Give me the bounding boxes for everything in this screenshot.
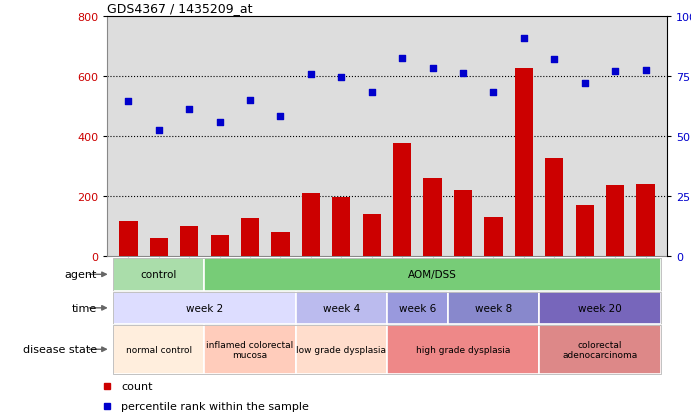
Bar	[484, 217, 502, 256]
Point	[184, 106, 195, 113]
Bar	[120, 222, 138, 256]
Bar	[296, 292, 387, 324]
Point	[488, 90, 499, 96]
Bar	[539, 292, 661, 324]
Bar	[387, 325, 539, 374]
Bar	[113, 325, 205, 374]
Bar	[113, 258, 205, 291]
Bar	[448, 292, 539, 324]
Text: normal control: normal control	[126, 345, 192, 354]
Text: time: time	[71, 303, 97, 313]
Text: colorectal
adenocarcinoma: colorectal adenocarcinoma	[562, 340, 638, 359]
Text: percentile rank within the sample: percentile rank within the sample	[121, 401, 309, 411]
Point	[366, 90, 377, 96]
Text: inflamed colorectal
mucosa: inflamed colorectal mucosa	[207, 340, 294, 359]
Bar	[393, 144, 411, 256]
Bar	[205, 258, 661, 291]
Bar	[606, 186, 624, 256]
Text: week 4: week 4	[323, 303, 360, 313]
Point	[518, 36, 529, 42]
Point	[245, 97, 256, 104]
Text: agent: agent	[64, 270, 97, 280]
Point	[609, 69, 621, 75]
Bar	[272, 232, 290, 256]
Bar	[363, 214, 381, 256]
Text: high grade dysplasia: high grade dysplasia	[416, 345, 510, 354]
Point	[457, 70, 468, 77]
Bar	[515, 69, 533, 256]
Bar	[576, 205, 594, 256]
Point	[275, 114, 286, 120]
Point	[214, 119, 225, 126]
Point	[397, 55, 408, 62]
Text: GDS4367 / 1435209_at: GDS4367 / 1435209_at	[107, 2, 253, 15]
Bar	[545, 159, 563, 256]
Bar	[302, 193, 320, 256]
Point	[549, 57, 560, 63]
Text: week 6: week 6	[399, 303, 436, 313]
Bar	[150, 238, 168, 256]
Point	[153, 127, 164, 134]
Text: week 20: week 20	[578, 303, 622, 313]
Text: low grade dysplasia: low grade dysplasia	[296, 345, 386, 354]
Point	[640, 67, 651, 74]
Bar	[296, 325, 387, 374]
Text: week 8: week 8	[475, 303, 512, 313]
Point	[427, 66, 438, 72]
Point	[305, 71, 316, 78]
Point	[579, 81, 590, 87]
Bar	[180, 226, 198, 256]
Bar	[387, 292, 448, 324]
Bar	[539, 325, 661, 374]
Bar	[205, 325, 296, 374]
Bar	[211, 235, 229, 256]
Text: disease state: disease state	[23, 344, 97, 354]
Bar	[454, 190, 472, 256]
Bar	[332, 198, 350, 256]
Bar	[424, 178, 442, 256]
Bar	[636, 184, 654, 256]
Text: AOM/DSS: AOM/DSS	[408, 270, 457, 280]
Text: count: count	[121, 381, 153, 391]
Point	[123, 99, 134, 105]
Bar	[241, 218, 259, 256]
Text: week 2: week 2	[186, 303, 223, 313]
Bar	[113, 292, 296, 324]
Text: control: control	[141, 270, 177, 280]
Point	[336, 75, 347, 81]
